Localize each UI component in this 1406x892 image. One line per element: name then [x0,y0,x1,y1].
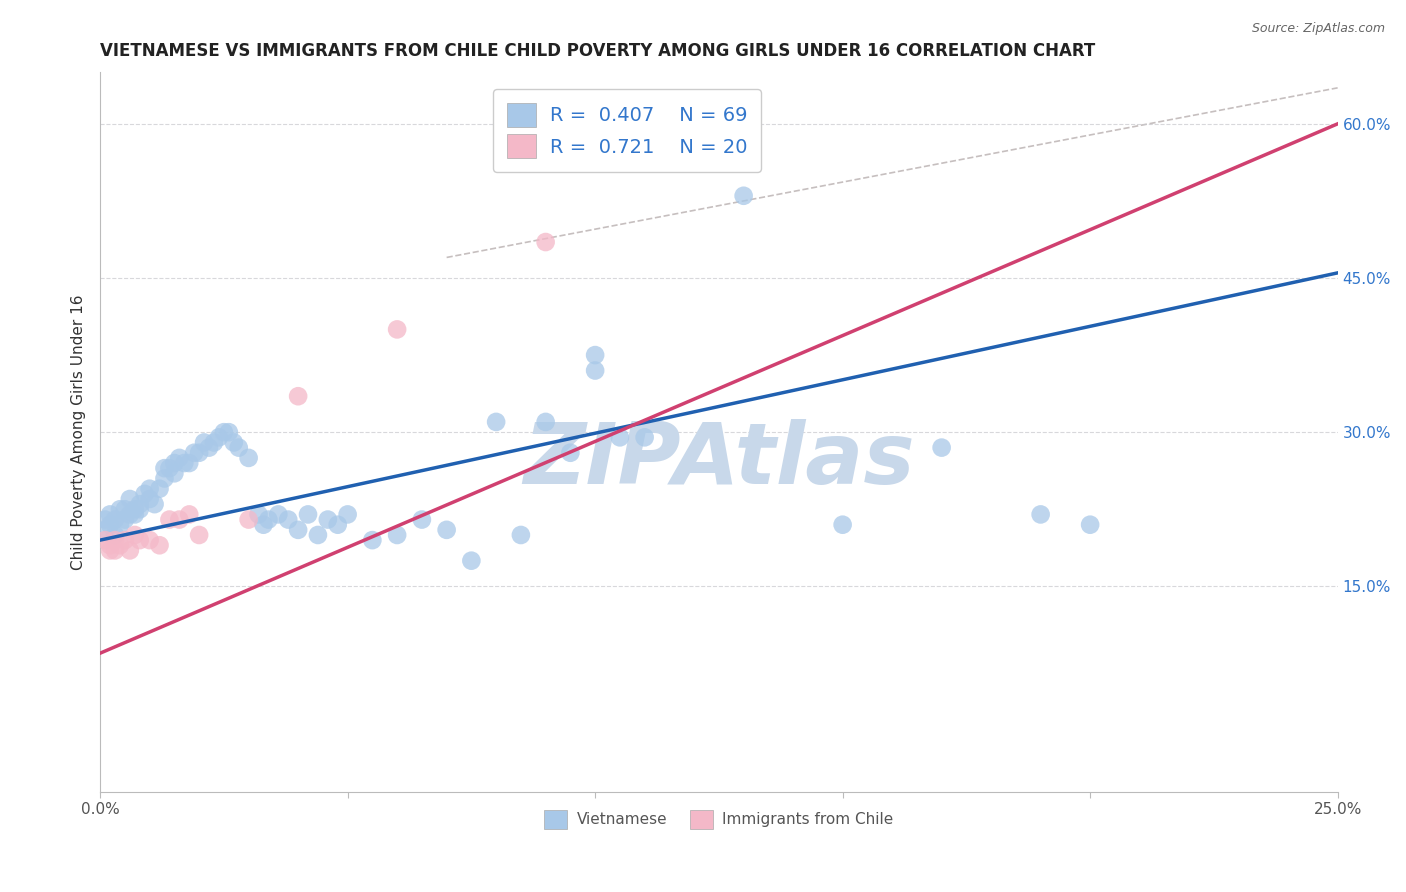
Point [188,446,211,460]
Point [108,502,131,516]
Point [118,491,141,506]
Point [108,538,131,552]
Point [534,235,557,249]
Point [104,533,127,548]
Point [931,441,953,455]
Point [252,517,274,532]
Point [179,456,201,470]
Point [583,348,606,362]
Point [98,543,121,558]
Point [733,188,755,202]
Point [173,456,195,470]
Point [124,528,146,542]
Point [159,461,181,475]
Point [114,512,136,526]
Point [118,508,141,522]
Point [609,430,631,444]
Point [153,471,176,485]
Point [831,517,853,532]
Point [1029,508,1052,522]
Point [114,502,136,516]
Point [307,528,329,542]
Point [169,512,191,526]
Point [104,512,127,526]
Point [104,543,127,558]
Point [257,512,280,526]
Point [108,517,131,532]
Point [183,446,205,460]
Point [326,517,349,532]
Point [94,533,117,548]
Point [277,512,299,526]
Point [124,502,146,516]
Point [385,528,408,542]
Point [222,435,245,450]
Point [267,508,290,522]
Point [411,512,433,526]
Point [509,528,531,542]
Point [193,435,215,450]
Point [128,502,150,516]
Point [534,415,557,429]
Point [128,533,150,548]
Point [118,543,141,558]
Text: ZIPAtlas: ZIPAtlas [523,419,915,502]
Point [94,512,117,526]
Point [460,554,482,568]
Point [238,450,260,465]
Text: VIETNAMESE VS IMMIGRANTS FROM CHILE CHILD POVERTY AMONG GIRLS UNDER 16 CORRELATI: VIETNAMESE VS IMMIGRANTS FROM CHILE CHIL… [100,42,1095,60]
Point [159,512,181,526]
Point [163,467,186,481]
Point [138,491,160,506]
Point [228,441,250,455]
Point [148,482,170,496]
Point [287,389,309,403]
Point [148,538,170,552]
Point [98,538,121,552]
Point [138,482,160,496]
Point [238,512,260,526]
Point [633,430,655,444]
Point [485,415,508,429]
Point [287,523,309,537]
Point [104,528,127,542]
Point [169,450,191,465]
Point [583,363,606,377]
Point [94,523,117,537]
Point [188,528,211,542]
Point [212,425,235,440]
Point [134,487,156,501]
Point [247,508,270,522]
Point [436,523,458,537]
Point [98,508,121,522]
Point [202,435,225,450]
Point [385,322,408,336]
Point [124,508,146,522]
Point [179,508,201,522]
Text: Source: ZipAtlas.com: Source: ZipAtlas.com [1251,22,1385,36]
Point [297,508,319,522]
Point [114,533,136,548]
Point [560,446,582,460]
Point [316,512,339,526]
Y-axis label: Child Poverty Among Girls Under 16: Child Poverty Among Girls Under 16 [72,294,86,570]
Point [1078,517,1101,532]
Point [336,508,359,522]
Point [163,456,186,470]
Point [128,497,150,511]
Point [208,430,231,444]
Point [98,517,121,532]
Point [138,533,160,548]
Point [153,461,176,475]
Point [361,533,384,548]
Legend: Vietnamese, Immigrants from Chile: Vietnamese, Immigrants from Chile [538,804,900,835]
Point [143,497,166,511]
Point [198,441,221,455]
Point [218,425,240,440]
